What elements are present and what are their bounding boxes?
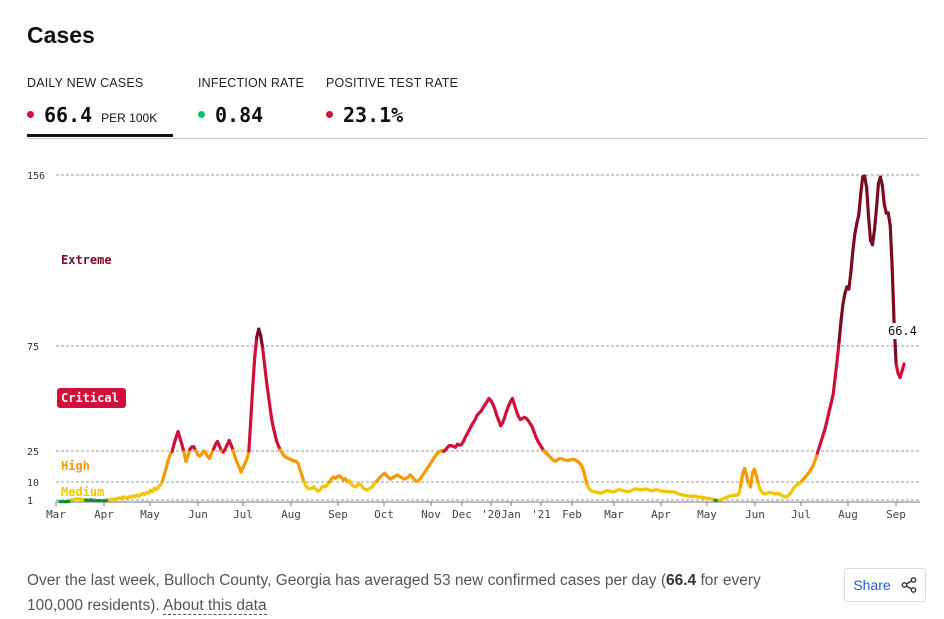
y-tick-label: 1 [27, 496, 33, 507]
y-tick-label: 75 [27, 342, 39, 353]
tab-value: 23.1% [343, 103, 404, 127]
series-line-segment [841, 291, 847, 306]
series-line-segment [748, 471, 755, 489]
summary-before: Over the last week, Bulloch County, Geor… [27, 572, 666, 589]
x-tick-label: Apr [651, 508, 671, 521]
series-line-segment [263, 363, 269, 384]
tab-label: DAILY NEW CASES [27, 76, 144, 90]
series-line-segment [863, 174, 869, 190]
series-line-segment [886, 211, 892, 228]
x-tick-label: Sep [886, 508, 906, 521]
series-line-segment [839, 302, 845, 323]
series-line-segment [847, 270, 853, 291]
series-line-segment [833, 359, 839, 380]
share-label: Share [853, 577, 891, 593]
series-line-segment [259, 333, 265, 350]
current-value-label: 66.4 [888, 324, 917, 338]
y-tick-label: 10 [27, 478, 39, 489]
x-tick-label: Oct [374, 508, 394, 521]
x-tick-label: May [140, 508, 160, 521]
zone-label: Critical [61, 391, 119, 405]
summary-text: Over the last week, Bulloch County, Geor… [27, 568, 807, 618]
x-tick-label: Feb [562, 508, 582, 521]
zone-label: High [61, 459, 90, 473]
share-button[interactable]: Share [844, 568, 926, 602]
series-line-segment [837, 319, 843, 344]
series-line-segment [874, 181, 881, 211]
x-tick-label: Jan [501, 508, 521, 521]
series-line-segment [831, 375, 837, 396]
zone-label-box [57, 388, 126, 408]
x-tick-label: Aug [281, 508, 301, 521]
tab-unit: PER 100K [101, 111, 158, 125]
series-line-segment [880, 183, 886, 207]
zone-label: Medium [61, 485, 104, 499]
series-line-segment [900, 362, 906, 373]
series-line-segment [865, 186, 871, 219]
y-tick-label: 25 [27, 447, 39, 458]
tab-label: INFECTION RATE [198, 76, 305, 90]
x-tick-label: Aug [838, 508, 858, 521]
x-tick-label: Jul [233, 508, 253, 521]
summary-bold-value: 66.4 [666, 572, 697, 589]
series-line-segment [261, 346, 267, 367]
series-line-segment [870, 228, 877, 247]
series-line-segment [872, 207, 879, 232]
y-tick-label: 156 [27, 171, 45, 182]
share-icon [901, 577, 917, 593]
x-tick-label: Apr [94, 508, 114, 521]
metric-tabs: DAILY NEW CASES 66.4 PER 100K INFECTION … [27, 76, 927, 139]
tab-value: 0.84 [215, 103, 264, 127]
x-tick-label: Jun [188, 508, 208, 521]
series-line-segment [247, 417, 253, 453]
tab-daily-new-cases[interactable]: DAILY NEW CASES 66.4 PER 100K [27, 76, 173, 137]
x-tick-label: May [697, 508, 717, 521]
series-line-segment [739, 472, 745, 488]
series-line-segment [849, 249, 855, 274]
status-dot-icon [326, 111, 333, 118]
x-tick-label: Jun [745, 508, 765, 521]
series-line-segment [268, 409, 275, 426]
x-tick-label: Mar [604, 508, 624, 521]
x-tick-label: Sep [328, 508, 348, 521]
series-line-segment [251, 354, 257, 388]
zone-label: Extreme [61, 253, 112, 267]
series-line-segment [851, 232, 857, 253]
series-line-segment [859, 175, 865, 196]
tab-label: POSITIVE TEST RATE [326, 76, 459, 90]
tab-infection-rate[interactable]: INFECTION RATE 0.84 [198, 76, 304, 127]
series-line-segment [890, 266, 896, 327]
x-tick-label: '20 [481, 508, 501, 521]
x-tick-label: Jul [791, 508, 811, 521]
series-line-segment [866, 215, 873, 243]
about-data-link[interactable]: About this data [163, 597, 267, 615]
current-value-bg [884, 323, 922, 340]
series-line-segment [835, 340, 841, 363]
x-tick-label: Nov [421, 508, 441, 521]
status-dot-icon [27, 111, 34, 118]
status-dot-icon [198, 111, 205, 118]
summary-after: for every 100,000 residents). [27, 572, 761, 614]
x-tick-label: Dec [452, 508, 472, 521]
series-line-segment [888, 224, 894, 270]
series-line-segment [857, 192, 863, 217]
series-line-segment [853, 221, 859, 236]
tab-value: 66.4 [44, 103, 93, 127]
page-title: Cases [27, 22, 95, 48]
series-line-segment [264, 380, 271, 398]
series-line-segment [266, 394, 273, 413]
x-tick-label: '21 [531, 508, 551, 521]
cases-chart: 1 10 25 75 156 Mar Apr May Jun Jul Aug Sep Oct Nov Dec… [27, 171, 922, 521]
tab-positive-test-rate[interactable]: POSITIVE TEST RATE 23.1% [326, 76, 458, 127]
series-line-segment [249, 384, 255, 422]
active-tab-indicator [27, 134, 173, 137]
series-line-segment [253, 335, 259, 359]
x-tick-label: Mar [46, 508, 66, 521]
